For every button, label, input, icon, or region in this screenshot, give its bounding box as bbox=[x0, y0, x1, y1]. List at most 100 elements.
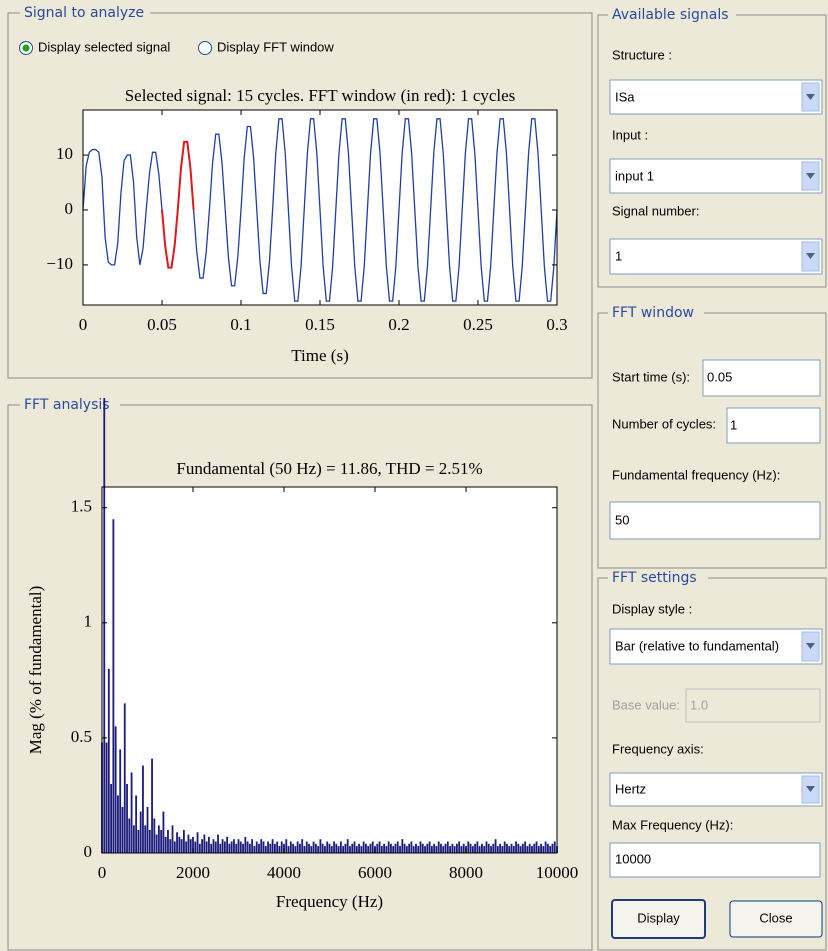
label-disabled: Base value: bbox=[612, 697, 680, 712]
input-fundamental[interactable]: 50 bbox=[609, 501, 821, 540]
bar bbox=[105, 742, 108, 853]
bar bbox=[469, 843, 472, 853]
bar bbox=[380, 846, 383, 853]
select-value: 1 bbox=[615, 248, 622, 263]
bar bbox=[271, 839, 274, 853]
input-cycles[interactable]: 1 bbox=[726, 407, 821, 444]
bar bbox=[160, 829, 163, 853]
bar bbox=[246, 841, 249, 853]
bar bbox=[551, 843, 554, 853]
bar bbox=[496, 846, 499, 853]
bar bbox=[178, 836, 181, 853]
bar bbox=[242, 843, 244, 853]
select-frequency-axis[interactable]: Hertz bbox=[609, 772, 823, 807]
bar bbox=[157, 825, 160, 853]
bar bbox=[287, 846, 290, 853]
bar bbox=[474, 843, 477, 853]
select-box[interactable] bbox=[609, 158, 823, 194]
button-display[interactable]: Display bbox=[611, 899, 706, 939]
bar bbox=[369, 843, 372, 853]
bar bbox=[208, 836, 210, 853]
bar bbox=[394, 843, 397, 853]
input-value: 0.05 bbox=[707, 369, 732, 384]
label: Signal number: bbox=[612, 203, 699, 218]
input-box[interactable] bbox=[609, 501, 821, 540]
button-label[interactable]: Close bbox=[759, 910, 792, 925]
select-box[interactable] bbox=[609, 628, 823, 665]
dropdown-arrow bbox=[806, 94, 815, 100]
bar bbox=[387, 841, 390, 853]
bar bbox=[203, 834, 206, 853]
select-display-style[interactable]: Bar (relative to fundamental) bbox=[609, 628, 823, 665]
bar bbox=[385, 846, 388, 853]
bar bbox=[110, 783, 113, 853]
select-structure[interactable]: ISa bbox=[609, 79, 823, 115]
x-tick-label: 0.25 bbox=[463, 315, 493, 334]
select-value: Hertz bbox=[615, 781, 646, 796]
bar bbox=[185, 841, 188, 853]
bar bbox=[485, 841, 488, 853]
button-box[interactable] bbox=[611, 899, 706, 939]
input-start-time[interactable]: 0.05 bbox=[702, 359, 821, 397]
bar bbox=[503, 841, 506, 853]
x-tick-label: 0.3 bbox=[546, 315, 567, 334]
bar bbox=[515, 841, 517, 853]
select-input[interactable]: input 1 bbox=[609, 158, 823, 194]
bar bbox=[478, 846, 481, 853]
bar bbox=[371, 841, 374, 853]
x-tick-label: 0.2 bbox=[388, 315, 409, 334]
bar bbox=[310, 846, 313, 853]
input-max-frequency[interactable]: 10000 bbox=[609, 842, 821, 878]
bar bbox=[244, 836, 247, 853]
bar bbox=[171, 825, 174, 853]
bar bbox=[123, 703, 126, 853]
bar bbox=[148, 829, 151, 853]
bar bbox=[142, 765, 144, 853]
radio-circle[interactable] bbox=[198, 41, 212, 55]
bar bbox=[346, 839, 349, 853]
bar bbox=[278, 846, 281, 853]
bar bbox=[367, 846, 370, 853]
bar bbox=[305, 841, 308, 853]
chart-title: Selected signal: 15 cycles. FFT window (… bbox=[125, 86, 516, 105]
bar bbox=[433, 843, 436, 853]
bar bbox=[419, 841, 422, 853]
y-tick-label: 0.5 bbox=[71, 727, 92, 746]
button-close[interactable]: Close bbox=[729, 900, 823, 938]
bar bbox=[201, 839, 204, 853]
bar bbox=[444, 843, 447, 853]
select-box[interactable] bbox=[609, 772, 823, 807]
bar bbox=[301, 839, 304, 853]
bar bbox=[476, 841, 479, 853]
input-box[interactable] bbox=[609, 842, 821, 878]
bar bbox=[501, 846, 504, 853]
radio-window[interactable]: Display FFT window bbox=[198, 39, 335, 55]
bar bbox=[417, 846, 420, 853]
radio-selected[interactable]: Display selected signal bbox=[19, 39, 171, 55]
fft-frame bbox=[7, 404, 593, 951]
input-box[interactable] bbox=[726, 407, 821, 444]
select-signal-number[interactable]: 1 bbox=[609, 238, 823, 275]
frame-title: FFT window bbox=[612, 305, 694, 321]
button-label[interactable]: Display bbox=[637, 910, 680, 925]
radio-label[interactable]: Display FFT window bbox=[217, 39, 334, 54]
select-box[interactable] bbox=[609, 79, 823, 115]
bar bbox=[144, 825, 147, 853]
bar bbox=[235, 843, 238, 853]
input-box[interactable] bbox=[702, 359, 821, 397]
bar bbox=[248, 843, 251, 853]
select-box[interactable] bbox=[609, 238, 823, 275]
bar bbox=[442, 846, 445, 853]
bar bbox=[351, 843, 354, 853]
bar bbox=[135, 795, 138, 853]
x-tick-label: 4000 bbox=[267, 863, 301, 882]
bar bbox=[549, 846, 552, 853]
fft-settings-frame bbox=[597, 577, 827, 951]
frame-title: Available signals bbox=[612, 7, 729, 23]
radio-label[interactable]: Display selected signal bbox=[38, 39, 170, 54]
bar bbox=[494, 839, 497, 853]
button-box[interactable] bbox=[729, 900, 823, 938]
bar bbox=[303, 846, 306, 853]
dropdown-arrow bbox=[806, 786, 815, 792]
